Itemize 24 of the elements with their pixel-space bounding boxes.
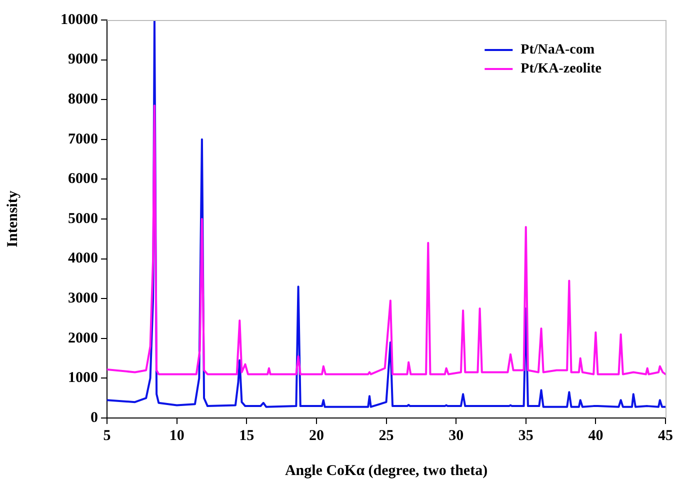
x-tick-label: 20 <box>308 428 324 444</box>
legend-label: Pt/NaA-com <box>520 42 595 58</box>
x-tick-label: 30 <box>448 428 464 444</box>
y-tick-label: 7000 <box>68 131 98 148</box>
legend-label: Pt/KA-zeolite <box>520 62 602 77</box>
y-tick-label: 5000 <box>68 210 98 227</box>
y-tick-label: 8000 <box>68 91 98 108</box>
y-tick-label: 4000 <box>68 250 98 267</box>
x-tick-label: 45 <box>658 428 673 444</box>
x-tick-label: 25 <box>378 428 394 444</box>
x-tick-label: 35 <box>518 428 534 444</box>
y-tick-label: 0 <box>90 410 98 426</box>
y-tick-label: 6000 <box>68 171 98 188</box>
y-tick-label: 9000 <box>68 52 98 68</box>
y-tick-label: 2000 <box>68 330 98 346</box>
x-tick-label: 10 <box>169 428 184 444</box>
y-tick-label: 10000 <box>60 12 98 28</box>
x-tick-label: 40 <box>588 428 604 444</box>
y-tick-label: 1000 <box>68 370 98 386</box>
x-tick-label: 15 <box>239 428 254 444</box>
x-axis-title: Angle CoKα (degree, two theta) <box>284 462 488 479</box>
y-axis-title: Intensity <box>4 190 21 248</box>
x-tick-label: 5 <box>103 428 111 444</box>
y-tick-label: 3000 <box>68 290 98 306</box>
